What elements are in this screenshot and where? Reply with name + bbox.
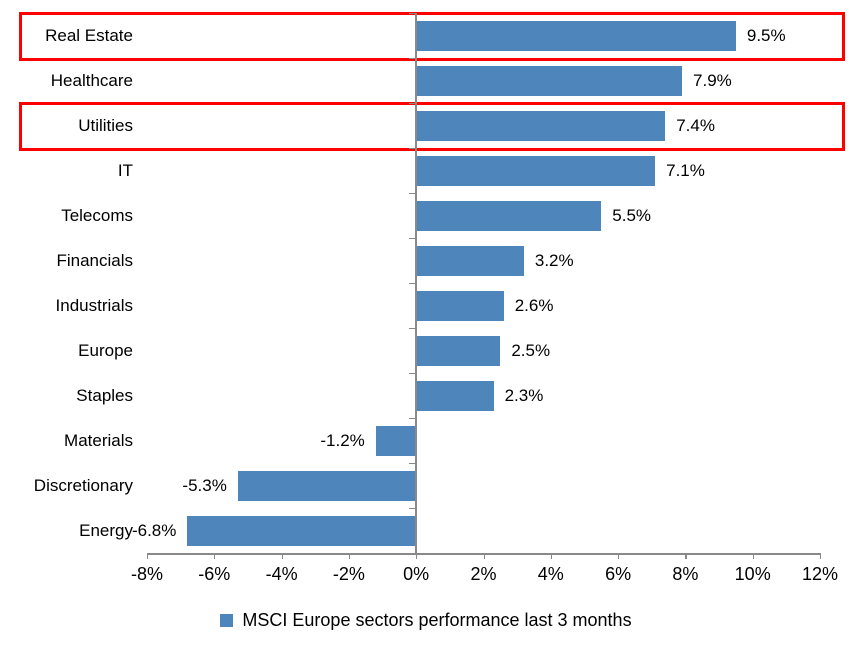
category-axis-tick (409, 13, 417, 15)
x-axis-tick (820, 553, 822, 559)
bar (416, 245, 524, 276)
x-axis-tick (281, 553, 283, 559)
category-label: Energy (79, 521, 133, 540)
category-axis-tick (409, 373, 417, 375)
bar (416, 65, 683, 96)
x-tick-label: 0% (403, 564, 430, 584)
data-label: -1.2% (320, 431, 365, 450)
category-axis-tick (409, 148, 417, 150)
category-axis-tick (409, 238, 417, 240)
x-tick-label: 4% (537, 564, 564, 584)
category-label: Staples (76, 386, 133, 405)
category-axis-tick (409, 283, 417, 285)
category-label: Discretionary (33, 476, 133, 495)
category-label: Telecoms (61, 206, 133, 225)
highlight-box (19, 12, 845, 61)
data-label: 2.3% (504, 386, 544, 405)
category-label: Materials (64, 431, 133, 450)
legend-marker-icon (220, 613, 234, 627)
legend-label: MSCI Europe sectors performance last 3 m… (242, 609, 632, 630)
data-label: 5.5% (612, 206, 652, 225)
data-label: 7.4% (676, 116, 715, 135)
category-label: IT (117, 161, 133, 180)
highlight-box (19, 102, 845, 151)
category-axis-tick (409, 328, 417, 330)
x-axis-tick (550, 553, 552, 559)
category-axis-tick (409, 418, 417, 420)
x-tick-label: 2% (470, 564, 497, 584)
x-tick-label: -6% (198, 564, 231, 584)
category-axis-tick (409, 508, 417, 510)
x-axis-tick (348, 553, 351, 559)
x-tick-label: -2% (332, 564, 365, 584)
category-label: Real Estate (45, 26, 133, 45)
x-axis-tick (147, 553, 149, 559)
category-axis-tick (409, 193, 417, 195)
x-tick-label: 8% (672, 564, 699, 584)
data-label: 2.6% (514, 296, 554, 315)
bar (416, 380, 494, 411)
data-label: -5.3% (182, 476, 227, 495)
x-tick-label: 10% (734, 564, 771, 584)
bar (416, 155, 656, 186)
legend: MSCI Europe sectors performance last 3 m… (0, 606, 852, 634)
bar (416, 200, 602, 231)
x-axis-tick (752, 553, 754, 559)
bar (416, 20, 736, 51)
category-axis-tick (409, 58, 417, 60)
bar (416, 290, 504, 321)
category-axis-tick (409, 103, 417, 105)
data-label: -6.8% (131, 521, 177, 540)
data-label: 9.5% (746, 26, 786, 45)
zero-axis-line (415, 13, 417, 553)
category-label: Europe (78, 341, 133, 360)
x-tick-label: 6% (605, 564, 632, 584)
x-tick-label: -4% (265, 564, 298, 584)
bar (416, 110, 666, 141)
category-label: Healthcare (50, 71, 133, 90)
data-label: 7.9% (693, 71, 732, 90)
x-axis-tick (416, 553, 418, 559)
category-label: Financials (56, 251, 133, 270)
x-axis-tick (483, 553, 485, 559)
x-axis-tick (618, 553, 620, 559)
x-tick-label: 12% (801, 564, 839, 584)
x-axis-tick (214, 553, 216, 559)
category-axis-tick (409, 463, 417, 465)
data-label: 2.5% (511, 341, 551, 360)
bar (375, 425, 417, 456)
data-label: 7.1% (666, 161, 705, 180)
category-label: Industrials (55, 296, 133, 315)
category-label: Utilities (78, 116, 133, 135)
x-tick-label: -8% (130, 564, 163, 584)
bar (187, 515, 417, 546)
x-axis-tick (685, 553, 687, 559)
bar (416, 335, 501, 366)
data-label: 3.2% (534, 251, 574, 270)
bar (237, 470, 417, 501)
